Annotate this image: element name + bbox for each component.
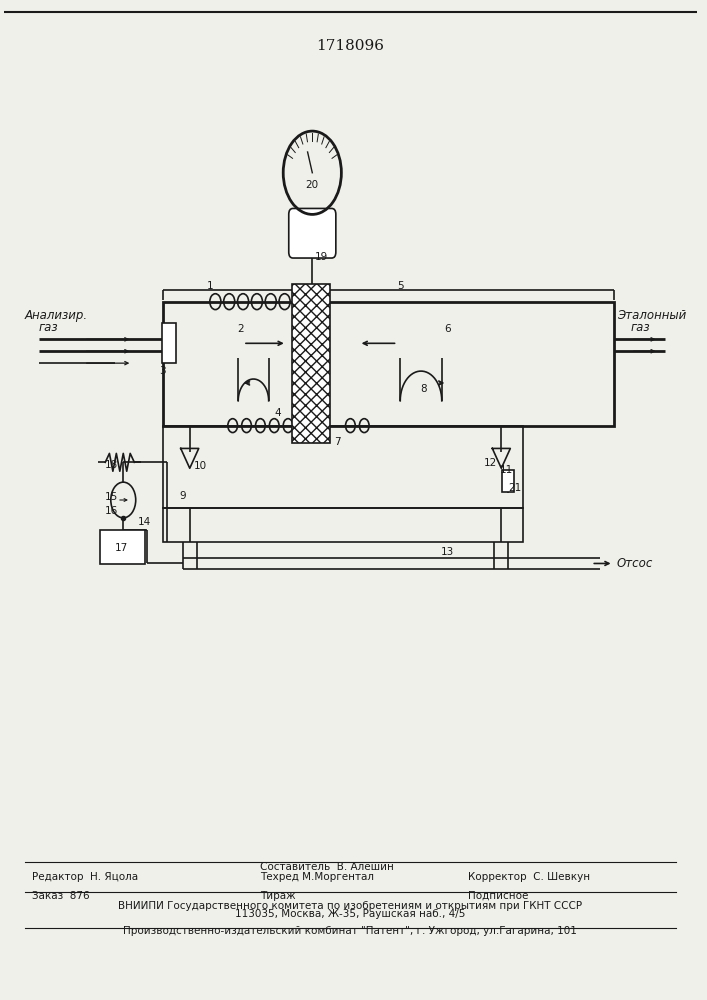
Text: 10: 10 (194, 461, 206, 471)
Text: 14: 14 (137, 517, 151, 527)
Text: Тираж: Тираж (260, 891, 296, 901)
Bar (163, 426, 523, 508)
Text: 113035, Москва, Ж-35, Раушская наб., 4/5: 113035, Москва, Ж-35, Раушская наб., 4/5 (235, 909, 466, 919)
Bar (162, 323, 176, 363)
Text: Подписное: Подписное (468, 891, 528, 901)
Text: 6: 6 (444, 324, 450, 334)
Text: Анализир.: Анализир. (25, 309, 88, 322)
Text: 19: 19 (315, 252, 328, 262)
Text: 13: 13 (440, 547, 454, 557)
Text: 12: 12 (484, 458, 497, 468)
Text: 20: 20 (305, 180, 319, 190)
Text: ВНИИПИ Государственного комитета по изобретениям и открытиям при ГКНТ СССР: ВНИИПИ Государственного комитета по изоб… (118, 901, 583, 911)
Text: 7: 7 (334, 437, 341, 447)
Text: 15: 15 (105, 492, 118, 502)
Bar (502, 470, 515, 492)
Text: 21: 21 (508, 483, 522, 493)
Bar (100, 530, 145, 564)
Text: 16: 16 (105, 506, 118, 516)
Text: Редактор  Н. Яцола: Редактор Н. Яцола (32, 872, 138, 882)
Text: 5: 5 (397, 281, 404, 291)
Text: 9: 9 (180, 491, 186, 501)
Text: газ: газ (39, 321, 59, 334)
Text: Заказ  876: Заказ 876 (32, 891, 90, 901)
Text: газ: газ (631, 321, 650, 334)
Text: Производственно-издательский комбинат "Патент", г. Ужгород, ул.Гагарина, 101: Производственно-издательский комбинат "П… (124, 926, 578, 936)
Text: Корректор  С. Шевкун: Корректор С. Шевкун (468, 872, 590, 882)
Text: 4: 4 (274, 408, 281, 418)
Text: Составитель  В. Алешин: Составитель В. Алешин (260, 862, 395, 872)
Text: Техред М.Моргентал: Техред М.Моргентал (260, 872, 375, 882)
Bar (163, 508, 523, 542)
Text: Эталонный: Эталонный (617, 309, 686, 322)
Text: 11: 11 (501, 465, 513, 475)
Text: 17: 17 (115, 543, 129, 553)
Text: 3: 3 (159, 366, 165, 376)
Text: 1718096: 1718096 (316, 39, 385, 53)
Text: 1: 1 (207, 281, 214, 291)
Text: 2: 2 (238, 324, 245, 334)
Text: 18: 18 (105, 460, 118, 470)
Text: 8: 8 (420, 384, 426, 394)
Bar (291, 284, 329, 443)
FancyBboxPatch shape (288, 208, 336, 258)
Bar (163, 302, 614, 426)
Text: Отсос: Отсос (617, 557, 653, 570)
